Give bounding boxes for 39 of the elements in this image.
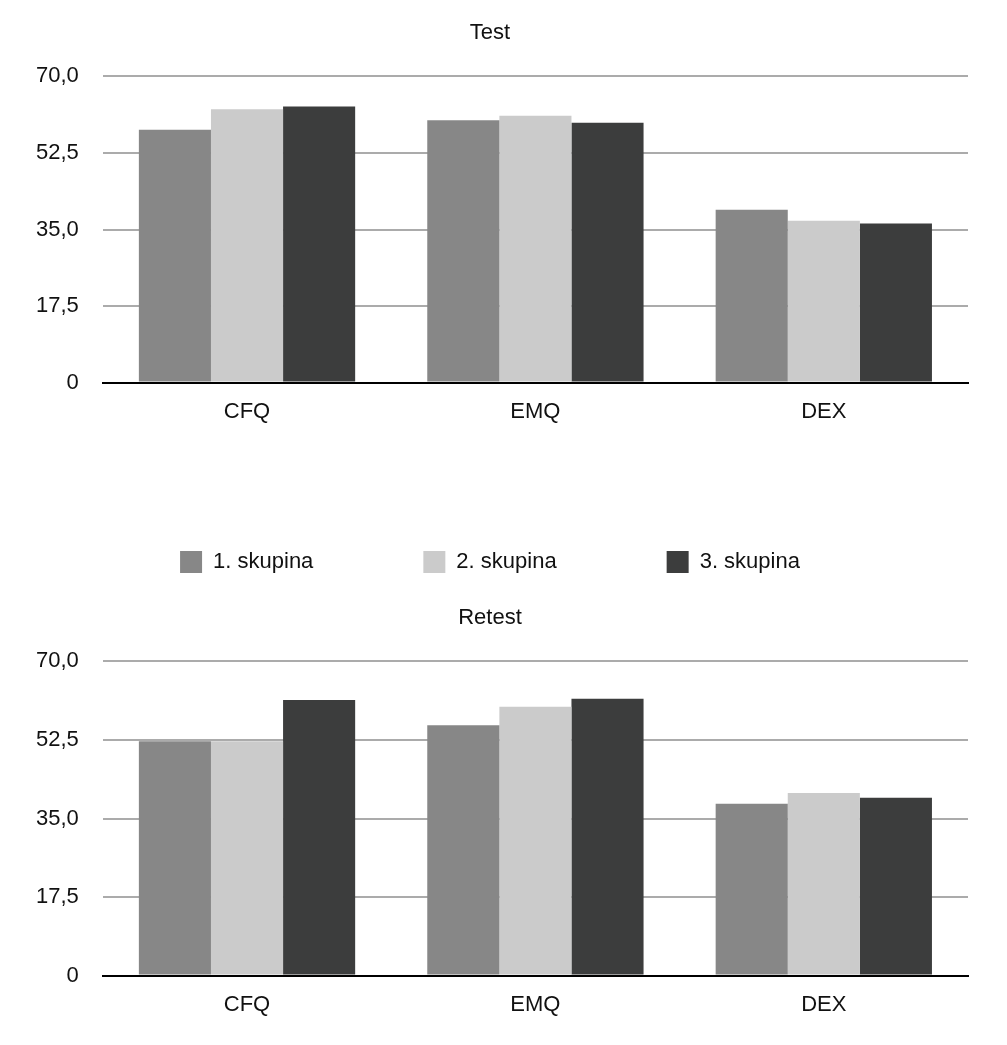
y-tick-label: 0 xyxy=(66,368,79,394)
bar xyxy=(787,220,860,382)
chart-title: Test xyxy=(469,19,511,45)
bar xyxy=(499,706,572,975)
chart-title: Retest xyxy=(458,604,522,630)
bar xyxy=(427,725,500,975)
bar xyxy=(210,109,284,382)
legend-label: 3. skupina xyxy=(699,548,801,574)
bar xyxy=(787,792,860,975)
bar xyxy=(571,122,644,382)
bar xyxy=(571,698,644,975)
bar xyxy=(715,209,788,382)
legend-label: 1. skupina xyxy=(213,548,315,574)
x-tick-label: EMQ xyxy=(510,990,561,1016)
y-tick-label: 0 xyxy=(66,961,79,987)
bar xyxy=(283,106,356,382)
x-tick-label: CFQ xyxy=(223,990,271,1016)
y-tick-label: 35,0 xyxy=(35,804,79,830)
y-tick-label: 17,5 xyxy=(35,883,79,909)
y-tick-label: 17,5 xyxy=(35,292,79,318)
x-tick-label: EMQ xyxy=(510,397,561,423)
y-tick-label: 52,5 xyxy=(35,139,79,165)
bar xyxy=(859,797,932,975)
bar xyxy=(283,700,356,975)
y-tick-label: 52,5 xyxy=(35,726,79,752)
x-tick-label: CFQ xyxy=(223,397,271,423)
x-tick-label: DEX xyxy=(801,397,847,423)
x-tick-label: DEX xyxy=(801,990,847,1016)
bar xyxy=(138,741,211,975)
y-tick-label: 70,0 xyxy=(35,62,79,88)
bar xyxy=(715,803,788,975)
bar xyxy=(210,741,284,975)
bar xyxy=(138,129,211,382)
bar xyxy=(427,120,500,382)
y-tick-label: 35,0 xyxy=(35,215,79,241)
legend-label: 2. skupina xyxy=(456,548,558,574)
y-tick-label: 70,0 xyxy=(35,647,79,673)
bar xyxy=(499,115,572,382)
bar xyxy=(859,223,932,382)
